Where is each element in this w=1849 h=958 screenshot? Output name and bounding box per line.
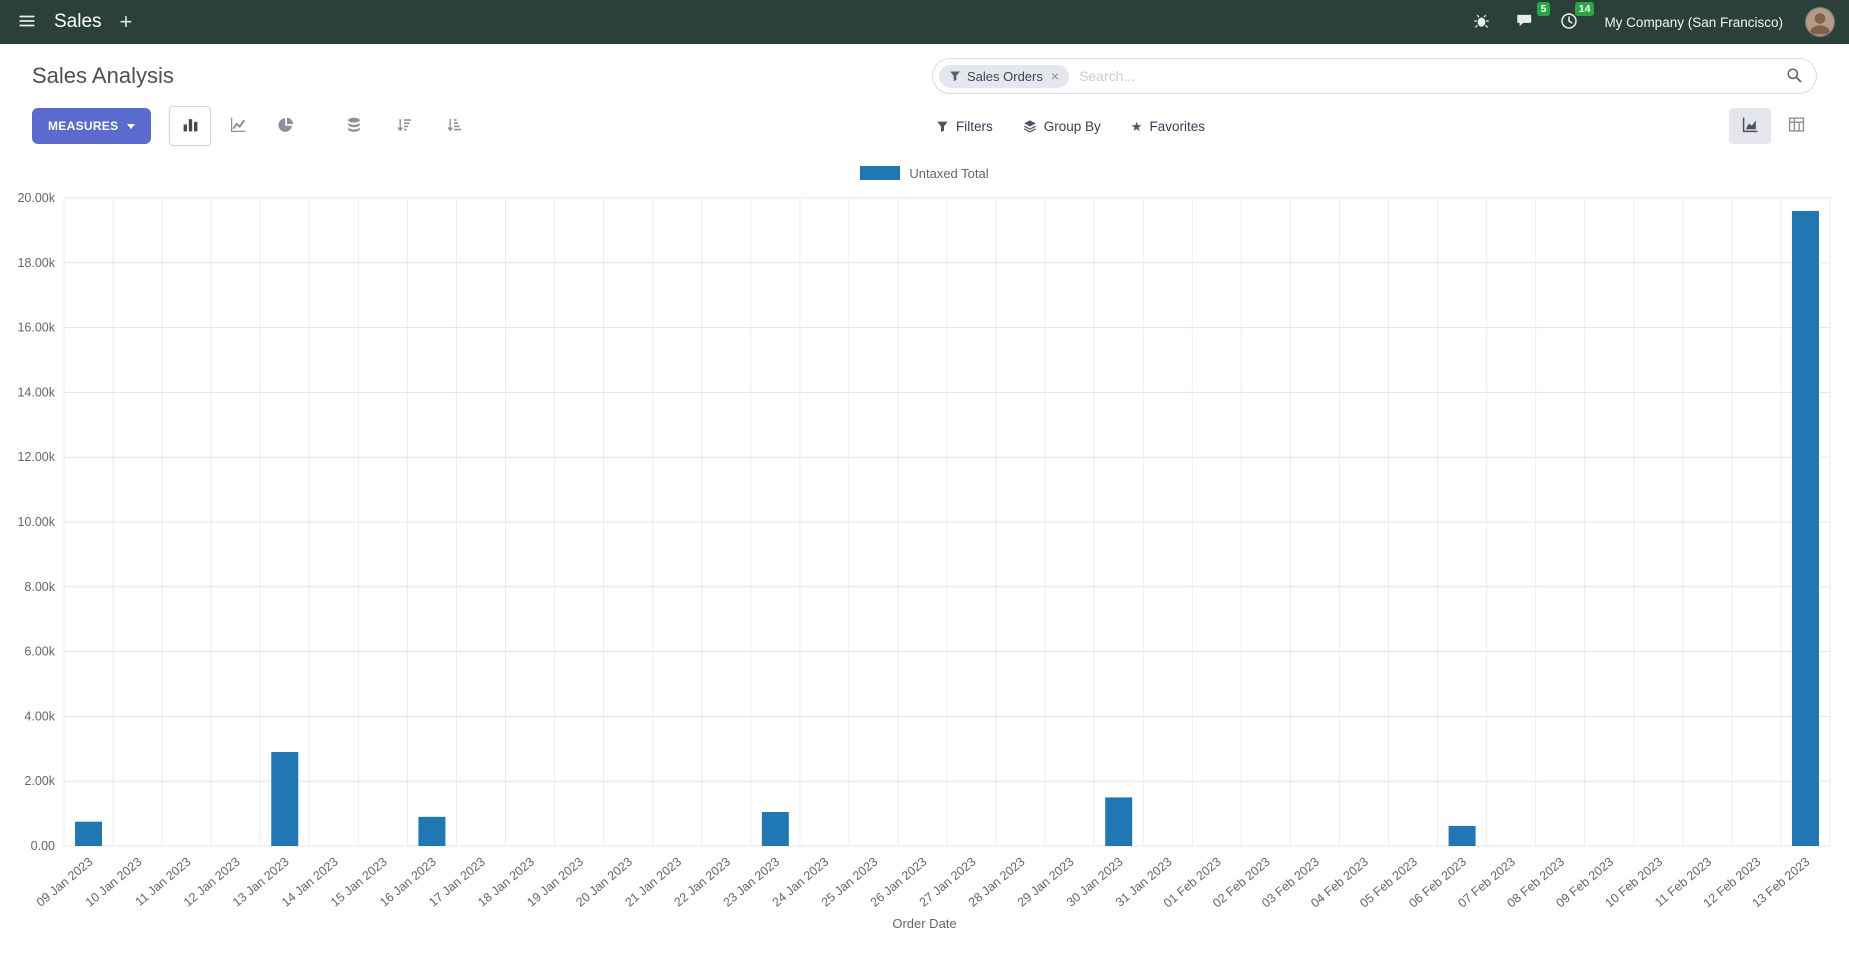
favorites-button[interactable]: ★ Favorites [1127,113,1209,140]
chart-bar[interactable] [271,752,299,846]
hamburger-menu-icon [18,12,36,33]
top-navbar: Sales + 5 14 My Company (San Francisco) [0,0,1849,44]
y-tick-label: 0.00 [31,839,55,853]
plus-icon: + [119,9,133,34]
clock-icon [1560,12,1578,33]
chart-bar[interactable] [1105,797,1133,846]
area-chart-icon [1742,116,1759,136]
graph-view-button[interactable] [1729,108,1771,144]
y-tick-label: 8.00k [24,580,55,594]
chat-bubble-icon [1516,12,1534,33]
group-by-label: Group By [1043,118,1101,134]
group-by-button[interactable]: Group By [1019,113,1105,140]
search-input[interactable] [1077,67,1784,85]
app-name[interactable]: Sales [54,11,102,32]
messages-button[interactable]: 5 [1512,1,1551,37]
chart-bar[interactable] [75,821,103,846]
search-options-bar: Filters Group By ★ Favorites [932,108,1817,144]
y-tick-label: 12.00k [17,450,55,464]
pivot-view-button[interactable] [1775,108,1817,144]
stacked-toggle-button[interactable] [333,106,375,146]
filters-button[interactable]: Filters [932,113,997,140]
pie-chart-button[interactable] [265,106,307,146]
bar-chart-icon [182,116,199,136]
apps-menu-button[interactable] [14,8,40,37]
user-avatar[interactable] [1805,7,1835,37]
chart-type-group [169,106,307,146]
chart-toolbar: MEASURES [32,106,932,146]
line-chart-icon [230,116,247,136]
measures-button[interactable]: MEASURES [32,108,152,144]
line-chart-button[interactable] [217,106,259,146]
caret-down-icon [127,123,136,129]
y-tick-label: 6.00k [24,645,55,659]
chart-bar[interactable] [1791,210,1819,847]
chart-option-group [333,106,475,146]
stacked-database-icon [346,117,362,136]
pie-chart-icon [278,117,294,136]
sort-ascending-icon [446,117,462,136]
bar-chart-button[interactable] [169,106,212,146]
chart-bar[interactable] [761,811,789,846]
y-tick-label: 16.00k [17,321,55,335]
sort-descending-icon [396,117,412,136]
facet-remove-icon[interactable]: × [1050,68,1060,84]
y-tick-label: 10.00k [17,515,55,529]
sort-ascending-button[interactable] [433,106,475,146]
chart-area: Untaxed Total 0.00 2.00k 4.00k 6.00k 8.00k 10… [0,154,1849,931]
chart-bar[interactable] [1448,825,1476,846]
y-tick-label: 4.00k [24,709,55,723]
search-facet-label: Sales Orders [967,68,1043,84]
company-name: My Company (San Francisco) [1604,14,1783,30]
bug-icon [1473,12,1490,32]
navbar-left: Sales + [14,8,136,37]
y-tick-label: 14.00k [17,385,55,399]
pivot-table-icon [1788,116,1805,136]
magnifier-icon [1786,67,1802,86]
legend-series-label: Untaxed Total [909,165,989,181]
sort-descending-button[interactable] [383,106,425,146]
view-switcher [1729,108,1817,144]
y-tick-label: 18.00k [17,256,55,270]
filters-label: Filters [956,118,993,134]
search-bar[interactable]: Sales Orders × [932,58,1817,94]
search-facet-sales-orders[interactable]: Sales Orders × [939,64,1070,88]
bar-chart: 0.00 2.00k 4.00k 6.00k 8.00k 10.00k 12.00k 14.0… [17,191,1831,910]
chart-bar[interactable] [418,816,446,846]
favorites-label: Favorites [1149,118,1205,134]
avatar-image [1806,8,1834,36]
activities-button[interactable]: 14 [1556,1,1595,37]
legend-color-swatch [860,166,901,180]
debug-button[interactable] [1469,8,1494,36]
page-title: Sales Analysis [32,63,174,88]
chart-legend[interactable]: Untaxed Total [0,160,1849,186]
star-icon: ★ [1130,118,1143,134]
navbar-systray: 5 14 My Company (San Francisco) [1469,1,1835,37]
new-window-button[interactable]: + [116,10,137,34]
messages-count-badge: 5 [1536,1,1551,16]
y-tick-label: 2.00k [24,774,55,788]
layers-icon [1023,119,1037,133]
search-submit-button[interactable] [1784,65,1804,88]
company-switcher[interactable]: My Company (San Francisco) [1600,11,1787,34]
x-axis-title: Order Date [892,916,957,931]
measures-label: MEASURES [48,119,119,133]
filters-funnel-icon [936,120,949,133]
activities-count-badge: 14 [1574,1,1595,16]
y-tick-label: 20.00k [17,191,55,205]
filter-funnel-icon [949,70,961,82]
control-panel: Sales Analysis Sales Orders × MEASURES [0,44,1849,154]
